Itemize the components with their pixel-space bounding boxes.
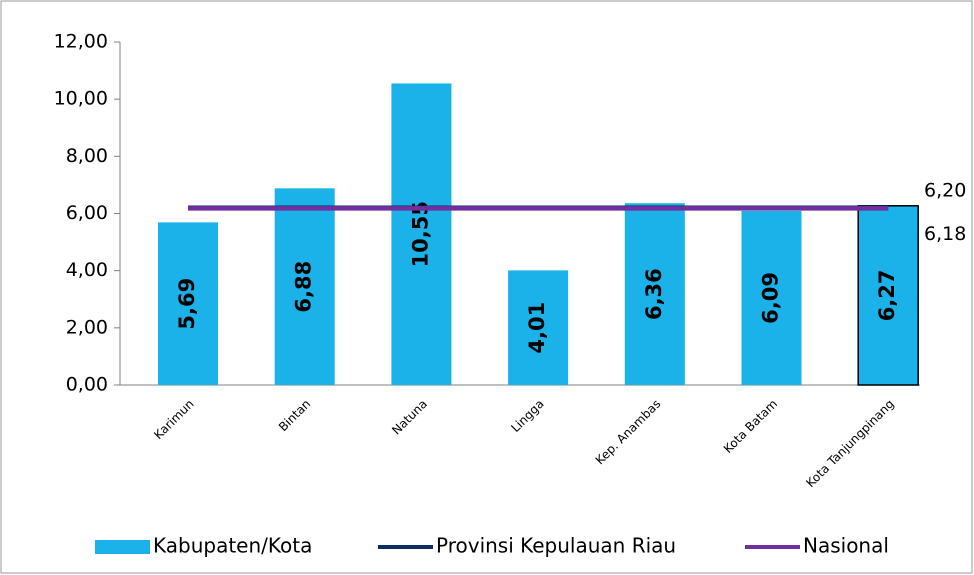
legend-label: Provinsi Kepulauan Riau xyxy=(436,534,676,558)
data-label: 5,69 xyxy=(175,278,199,330)
legend-label: Nasional xyxy=(803,534,889,558)
bar xyxy=(857,205,919,386)
bar xyxy=(624,203,685,385)
bar xyxy=(741,210,802,385)
y-tick-label: 12,00 xyxy=(54,31,108,53)
legend-label: Kabupaten/Kota xyxy=(153,534,312,558)
legend: Kabupaten/Kota Provinsi Kepulauan Riau Nas… xyxy=(95,534,889,558)
data-label: 6,09 xyxy=(759,272,783,324)
y-tick-label: 4,00 xyxy=(66,259,108,281)
data-label: 6,36 xyxy=(642,268,666,320)
y-tick-label: 0,00 xyxy=(66,374,108,396)
bar xyxy=(158,222,218,385)
data-label: 4,01 xyxy=(525,302,549,354)
y-tick-label: 2,00 xyxy=(66,316,108,338)
data-label: 10,55 xyxy=(408,201,432,267)
bar xyxy=(391,83,452,385)
y-tick-label: 8,00 xyxy=(66,145,108,167)
bar xyxy=(508,270,569,385)
data-label: 6,88 xyxy=(292,261,316,313)
y-tick-label: 6,00 xyxy=(66,202,108,224)
legend-swatch xyxy=(95,540,150,554)
bar xyxy=(274,188,335,385)
end-label: 6,20 xyxy=(924,179,966,201)
end-label: 6,18 xyxy=(924,223,966,245)
y-tick-label: 10,00 xyxy=(54,88,108,110)
data-label: 6,27 xyxy=(875,269,899,321)
